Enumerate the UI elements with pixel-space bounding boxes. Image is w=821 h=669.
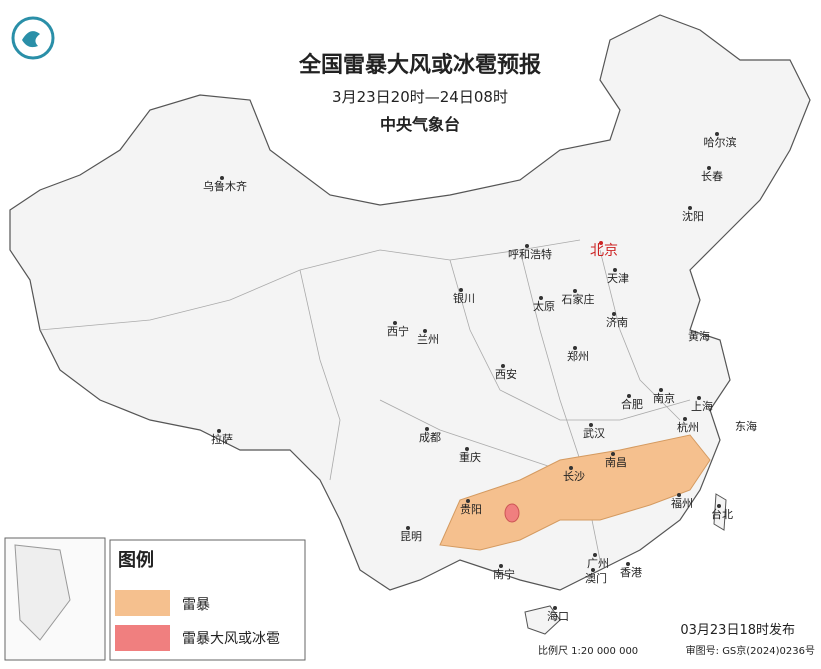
logo — [11, 16, 55, 60]
city-dot — [715, 132, 719, 136]
scale: 比例尺 1:20 000 000 — [538, 644, 638, 657]
city-label: 杭州 — [677, 420, 699, 434]
period: 3月23日20时—24日08时 — [332, 88, 508, 106]
city-label: 长春 — [701, 170, 723, 183]
legend-swatch — [115, 625, 170, 651]
city-label: 南昌 — [605, 456, 627, 469]
city-dot — [707, 166, 711, 170]
legend-label: 雷暴大风或冰雹 — [182, 631, 280, 647]
city-label: 沈阳 — [682, 209, 704, 223]
inset-outline — [14, 544, 71, 641]
taiwan — [713, 493, 727, 531]
city-dot — [569, 466, 573, 470]
approval: 审图号: GS京(2024)0236号 — [686, 644, 815, 657]
city-dot — [591, 568, 595, 572]
city-label: 上海 — [691, 399, 713, 413]
legend-swatch — [115, 590, 170, 616]
thunderstorm-area — [439, 434, 711, 551]
city-label: 西安 — [495, 367, 517, 381]
city-dot — [688, 206, 692, 210]
city-label: 澳门 — [585, 571, 607, 585]
city-label: 北京 — [590, 243, 618, 259]
city-label: 济南 — [606, 315, 628, 329]
country-outline — [9, 14, 811, 591]
city-label: 哈尔滨 — [704, 135, 737, 149]
city-dot — [573, 346, 577, 350]
city-label: 银川 — [453, 291, 475, 305]
city-label: 拉萨 — [211, 432, 233, 446]
city-label: 昆明 — [400, 530, 422, 543]
city-label: 兰州 — [417, 333, 439, 346]
legend-label: 雷暴 — [182, 597, 210, 613]
city-dot — [499, 564, 503, 568]
city-label: 台北 — [711, 507, 733, 521]
city-dot — [501, 364, 505, 368]
city-dot — [525, 244, 529, 248]
city-dot — [220, 176, 224, 180]
city-label: 合肥 — [621, 397, 643, 411]
city-label: 南京 — [653, 391, 675, 405]
sea-label: 东海 — [735, 419, 757, 433]
city-label: 重庆 — [459, 450, 481, 464]
city-label: 石家庄 — [562, 292, 595, 306]
city-label: 天津 — [607, 272, 629, 285]
city-dot — [677, 493, 681, 497]
city-dot — [697, 396, 701, 400]
city-dot — [612, 312, 616, 316]
city-dot — [683, 417, 687, 421]
city-dot — [611, 452, 615, 456]
city-label: 成都 — [419, 431, 441, 444]
city-dot — [406, 526, 410, 530]
city-dot — [425, 427, 429, 431]
city-dot — [613, 268, 617, 272]
city-dot — [465, 447, 469, 451]
city-label: 广州 — [587, 557, 609, 570]
city-dot — [539, 296, 543, 300]
city-label: 福州 — [671, 496, 693, 510]
city-label: 太原 — [533, 300, 555, 313]
city-label: 贵阳 — [460, 503, 482, 516]
city-dot — [573, 289, 577, 293]
city-dot — [717, 504, 721, 508]
city-label: 乌鲁木齐 — [203, 179, 247, 193]
sea-label: 黄海 — [688, 329, 710, 343]
city-label: 香港 — [620, 566, 642, 579]
city-dot — [459, 288, 463, 292]
city-label: 西宁 — [387, 324, 409, 338]
issued-time: 03月23日18时发布 — [680, 622, 795, 638]
city-dot — [553, 606, 557, 610]
city-label: 武汉 — [583, 427, 605, 440]
city-dot — [627, 394, 631, 398]
city-label: 海口 — [547, 609, 569, 623]
city-label: 南宁 — [493, 567, 515, 581]
title: 全国雷暴大风或冰雹预报 — [298, 52, 541, 78]
city-dot — [626, 562, 630, 566]
city-dot — [423, 329, 427, 333]
hail-area — [504, 503, 520, 523]
city-dot — [466, 499, 470, 503]
city-dot — [659, 388, 663, 392]
city-dot — [593, 553, 597, 557]
city-label: 郑州 — [567, 349, 589, 363]
legend-title: 图例 — [118, 549, 154, 571]
issuer: 中央气象台 — [380, 115, 460, 134]
city-label: 长沙 — [563, 470, 585, 483]
city-dot — [217, 429, 221, 433]
city-dot — [393, 321, 397, 325]
city-dot — [599, 241, 603, 245]
city-dot — [589, 423, 593, 427]
city-label: 呼和浩特 — [508, 247, 552, 261]
hainan — [524, 605, 561, 635]
